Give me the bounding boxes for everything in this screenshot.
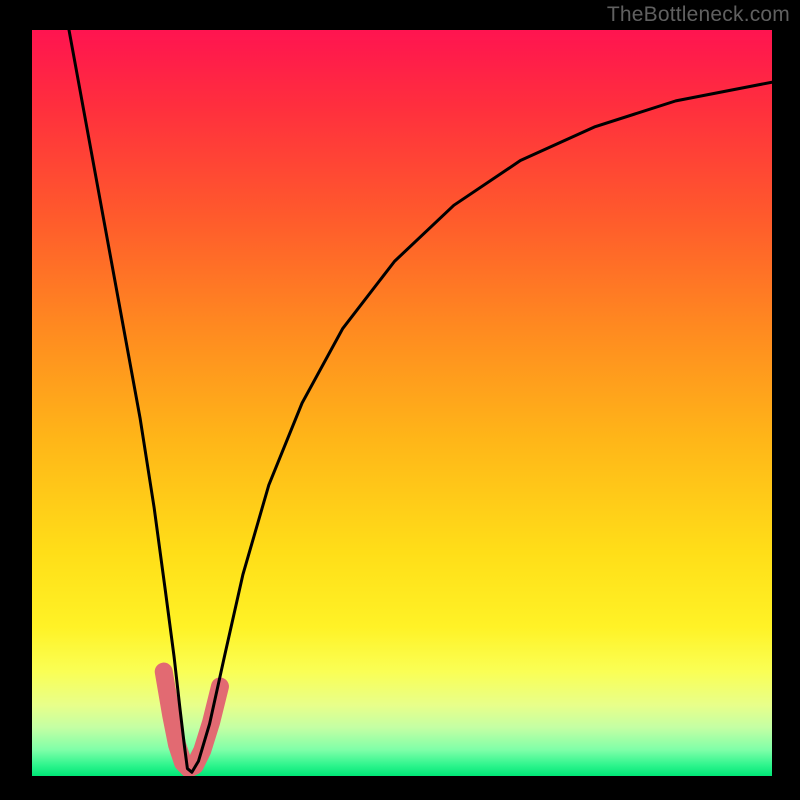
plot-area — [32, 30, 772, 776]
chart-canvas: TheBottleneck.com — [0, 0, 800, 800]
bottleneck-curve — [69, 30, 772, 772]
watermark-text: TheBottleneck.com — [607, 3, 790, 27]
curve-layer — [32, 30, 772, 776]
